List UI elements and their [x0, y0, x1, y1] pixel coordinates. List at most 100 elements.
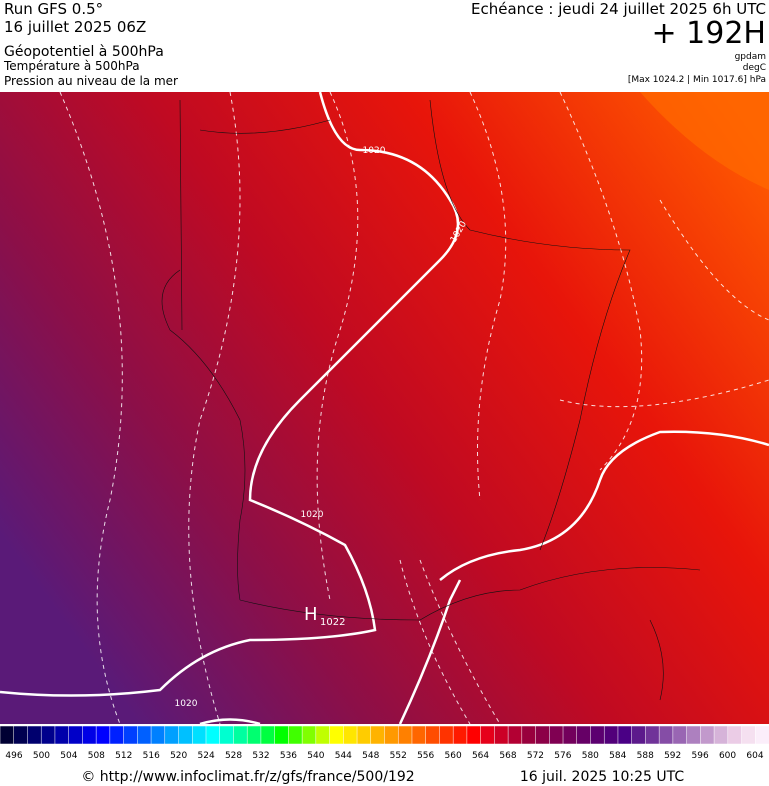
legend-swatch — [672, 725, 688, 745]
legend-swatch — [68, 725, 83, 745]
isobar-label: 1020 — [175, 699, 198, 709]
pressure-range: [Max 1024.2 | Min 1017.6] hPa — [628, 75, 766, 85]
legend-swatch — [356, 725, 372, 745]
legend-swatch — [549, 725, 564, 745]
legend-swatch — [686, 725, 701, 745]
legend-swatch — [590, 725, 605, 745]
legend-swatch — [713, 725, 729, 745]
legend-swatch — [82, 725, 97, 745]
high-symbol: H — [304, 604, 318, 625]
legend-swatch — [178, 725, 193, 745]
legend-label: 564 — [472, 751, 489, 761]
run-date: 16 juillet 2025 06Z — [4, 18, 146, 36]
legend-swatch — [617, 725, 633, 745]
legend-swatch — [425, 725, 440, 745]
legend-swatch — [301, 725, 317, 745]
legend-swatch — [27, 725, 42, 745]
legend-swatch — [755, 725, 769, 745]
legend-swatch — [727, 725, 743, 745]
unit-temperature: degC — [743, 63, 766, 73]
legend-label: 572 — [527, 751, 544, 761]
legend-swatch — [109, 725, 125, 745]
echeance: Echéance : jeudi 24 juillet 2025 6h UTC — [471, 0, 766, 18]
legend-swatch — [576, 725, 592, 745]
unit-geopotential: gpdam — [735, 52, 766, 62]
legend-label: 524 — [198, 751, 215, 761]
legend-label: 588 — [637, 751, 654, 761]
generation-date: 16 juil. 2025 10:25 UTC — [520, 769, 685, 785]
legend-label: 508 — [88, 751, 105, 761]
warm-zone — [640, 92, 769, 190]
legend-label: 504 — [60, 751, 77, 761]
legend-swatch — [384, 725, 399, 745]
legend-label: 512 — [115, 751, 132, 761]
legend-swatch — [603, 725, 619, 745]
legend-swatch — [219, 725, 234, 745]
legend-label: 596 — [692, 751, 709, 761]
legend-swatch — [507, 725, 523, 745]
legend-swatch — [123, 725, 138, 745]
legend-swatch — [631, 725, 646, 745]
legend-label: 500 — [33, 751, 50, 761]
legend-swatch — [54, 725, 70, 745]
legend-swatch — [480, 725, 495, 745]
legend-swatch — [494, 725, 509, 745]
source-url: © http://www.infoclimat.fr/z/gfs/france/… — [81, 769, 414, 785]
legend-swatch — [192, 725, 207, 745]
legend-swatch — [658, 725, 674, 745]
legend-label: 560 — [445, 751, 462, 761]
legend-label: 576 — [554, 751, 571, 761]
field-2: Température à 500hPa — [3, 59, 140, 73]
legend-label: 528 — [225, 751, 242, 761]
field-1: Géopotentiel à 500hPa — [4, 44, 164, 60]
legend-swatch — [164, 725, 180, 745]
legend-swatch — [397, 725, 413, 745]
geopotential-contours — [59, 92, 769, 724]
legend-label: 552 — [390, 751, 407, 761]
isobar-label: 1020 — [363, 146, 386, 156]
legend-swatch — [329, 725, 344, 745]
field-3: Pression au niveau de la mer — [4, 74, 178, 88]
run-title: Run GFS 0.5° — [4, 0, 103, 18]
legend-swatch — [562, 725, 578, 745]
legend-label: 604 — [746, 751, 763, 761]
color-legend: 496 500 504 508 512 516 520 524 528 532 536 540 544 5… — [0, 725, 769, 761]
legend-swatch — [411, 725, 427, 745]
legend-swatch — [260, 725, 276, 745]
legend-swatch — [521, 725, 537, 745]
legend-label: 568 — [499, 751, 516, 761]
legend-label: 496 — [5, 751, 22, 761]
coastlines-borders — [161, 99, 701, 701]
legend-swatch — [95, 725, 111, 745]
legend-label: 540 — [307, 751, 324, 761]
legend-swatch — [741, 725, 756, 745]
legend-swatch — [13, 725, 29, 745]
legend-swatch — [466, 725, 482, 745]
lead-time: + 192H — [652, 16, 767, 51]
legend-swatch — [150, 725, 166, 745]
legend-label: 556 — [417, 751, 434, 761]
legend-swatch — [288, 725, 303, 745]
legend-swatch — [343, 725, 358, 745]
legend-label: 520 — [170, 751, 187, 761]
legend-swatch — [0, 725, 15, 745]
legend-swatch — [246, 725, 262, 745]
legend-swatch — [439, 725, 454, 745]
legend-swatch — [205, 725, 221, 745]
isobars — [0, 92, 769, 724]
legend-label: 548 — [362, 751, 379, 761]
temperature-field — [0, 92, 769, 724]
legend-swatch — [452, 725, 468, 745]
legend-label: 600 — [719, 751, 736, 761]
legend-label: 592 — [664, 751, 681, 761]
legend-label: 580 — [582, 751, 599, 761]
isobar-label: 1020 — [301, 510, 324, 520]
legend-label: 536 — [280, 751, 297, 761]
map: 1020 1020 1020 1020 H 1022 — [0, 92, 769, 724]
high-value: 1022 — [320, 617, 345, 628]
legend-label: 584 — [609, 751, 626, 761]
legend-swatch — [40, 725, 56, 745]
legend-label: 532 — [252, 751, 269, 761]
